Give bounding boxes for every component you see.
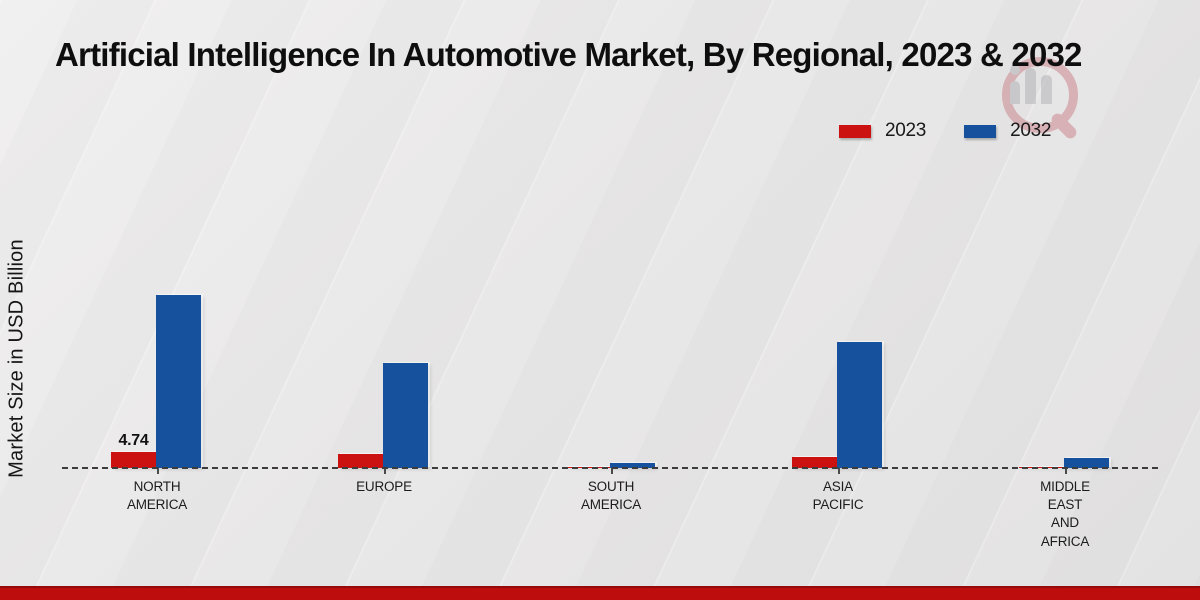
logo-bar-icon [1041, 75, 1052, 104]
x-axis-tick-asia-pacific [838, 468, 840, 474]
x-axis-label-europe: EUROPE [356, 479, 412, 494]
chart-title: Artificial Intelligence In Automotive Ma… [55, 36, 1082, 73]
bar-2023-north-america: 4.74 [111, 432, 156, 468]
bar-2032-asia-pacific [837, 341, 882, 468]
x-axis-baseline [62, 467, 1158, 469]
legend-item-2032: 2032 [964, 120, 1051, 142]
bar-value-label-north-america: 4.74 [118, 432, 149, 449]
legend-swatch-2032 [964, 124, 997, 138]
x-axis-tick-europe [384, 468, 386, 474]
legend: 2023 2032 [839, 120, 1051, 142]
bar-2023-asia-pacific [792, 457, 837, 468]
x-axis-tick-north-america [157, 468, 159, 474]
brand-watermark-logo [998, 55, 1098, 150]
x-axis-label-middle-east-and-africa: MIDDLE EAST AND AFRICA [1040, 479, 1090, 549]
bar-group-europe [338, 363, 428, 468]
y-axis-label: Market Size in USD Billion [5, 239, 28, 478]
x-axis-label-north-america: NORTH AMERICA [126, 479, 188, 513]
logo-dot-icon [1010, 65, 1020, 75]
x-axis-label-south-america: SOUTH AMERICA [580, 479, 642, 513]
bar-2032-north-america [156, 294, 201, 468]
bar-2032-south-america [610, 462, 655, 468]
legend-item-2023: 2023 [839, 120, 926, 142]
legend-swatch-2023 [839, 124, 871, 138]
x-axis-tick-middle-east-and-africa [1065, 468, 1067, 474]
magnifier-ring-icon [1002, 57, 1078, 133]
x-axis-tick-south-america [611, 468, 613, 474]
bar-group-north-america: 4.74 [111, 294, 201, 468]
footer-accent-bar [0, 586, 1200, 600]
bar-2032-middle-east-and-africa [1064, 457, 1109, 468]
legend-label-2023: 2023 [885, 120, 927, 141]
logo-bar-icon [1025, 68, 1036, 104]
bar-group-asia-pacific [792, 341, 882, 468]
bar-2023-europe [338, 454, 383, 468]
x-axis-label-asia-pacific: ASIA PACIFIC [812, 479, 864, 513]
bar-2032-europe [383, 363, 428, 468]
legend-label-2032: 2032 [1010, 120, 1052, 141]
logo-bar-icon [1010, 81, 1020, 104]
